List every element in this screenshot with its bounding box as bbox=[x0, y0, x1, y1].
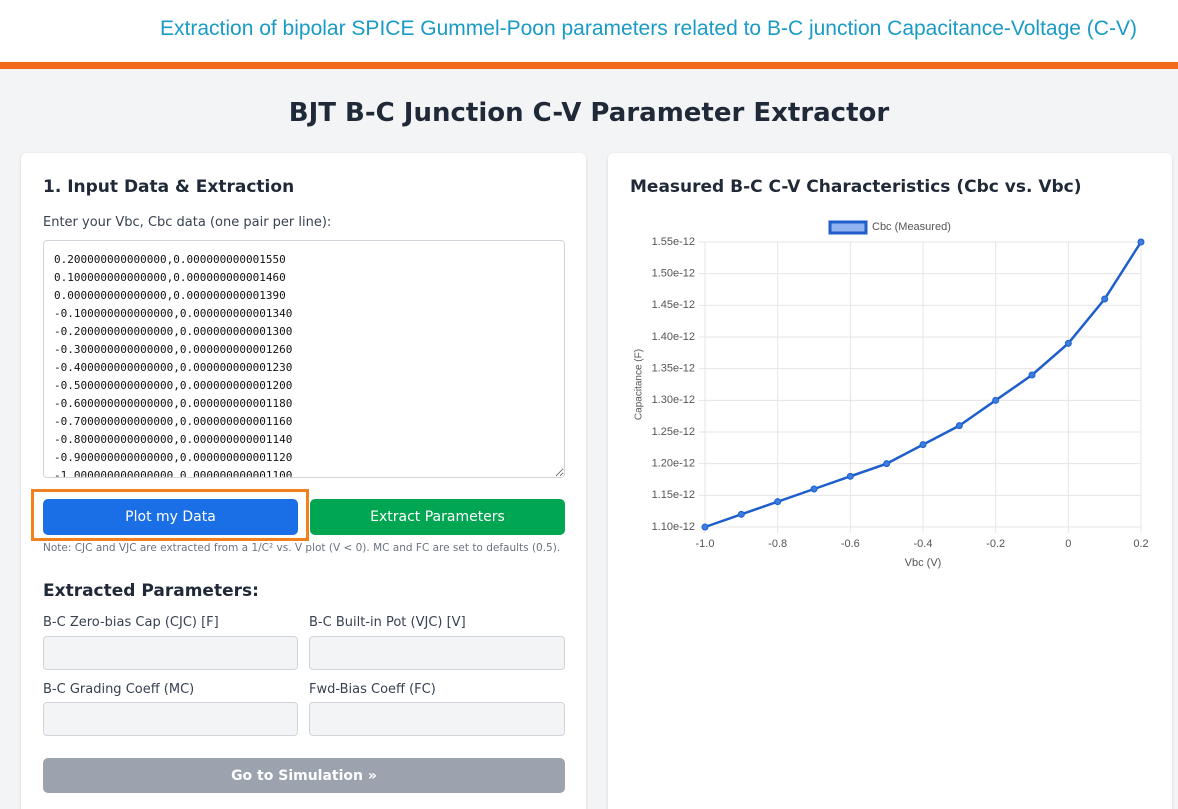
data-point bbox=[774, 498, 782, 506]
y-axis-label: Capacitance (F) bbox=[634, 349, 645, 420]
data-point bbox=[992, 396, 1000, 404]
legend-label: Cbc (Measured) bbox=[872, 221, 951, 233]
x-tick-label: 0 bbox=[1065, 538, 1071, 550]
plot-button[interactable]: Plot my Data bbox=[43, 499, 298, 535]
chart: 1.10e-12 1.15e-12 1.20e-12 1.25e-12 1.30e-12… bbox=[634, 220, 1149, 569]
y-tick-label: 1.50e-12 bbox=[652, 268, 695, 280]
app-title: BJT B-C Junction C-V Parameter Extractor bbox=[288, 98, 890, 128]
x-tick-label: -0.6 bbox=[841, 538, 860, 550]
field-label: B-C Built-in Pot (VJC) [V] bbox=[309, 615, 466, 630]
input-card: 1. Input Data & Extraction Enter your Vb… bbox=[21, 153, 586, 809]
data-point bbox=[810, 485, 818, 493]
x-tick-label: -0.8 bbox=[768, 538, 787, 550]
chart-card: Measured B-C C-V Characteristics (Cbc vs… bbox=[608, 153, 1172, 809]
data-point bbox=[1028, 371, 1036, 379]
x-axis-label: Vbc (V) bbox=[905, 557, 942, 569]
legend-swatch bbox=[828, 220, 868, 235]
site-title: Extraction of bipolar SPICE Gummel-Poon … bbox=[160, 17, 1137, 40]
data-point bbox=[1101, 295, 1109, 303]
simulate-button[interactable]: Go to Simulation » bbox=[43, 758, 565, 793]
data-point bbox=[846, 472, 854, 480]
x-tick-label: -1.0 bbox=[696, 538, 715, 550]
y-tick-label: 1.15e-12 bbox=[652, 489, 695, 501]
extracted-heading: Extracted Parameters: bbox=[43, 581, 259, 601]
data-point bbox=[1137, 238, 1145, 246]
cjc-input[interactable] bbox=[43, 636, 298, 670]
data-point bbox=[919, 441, 927, 449]
field-label: B-C Zero-bias Cap (CJC) [F] bbox=[43, 615, 219, 630]
y-tick-label: 1.40e-12 bbox=[652, 331, 695, 343]
data-point bbox=[1064, 339, 1072, 347]
field-label: Fwd-Bias Coeff (FC) bbox=[309, 682, 436, 697]
chart-title: Measured B-C C-V Characteristics (Cbc vs… bbox=[630, 177, 1082, 197]
fc-input[interactable] bbox=[309, 702, 565, 736]
y-tick-label: 1.35e-12 bbox=[652, 363, 695, 375]
x-tick-label: 0.2 bbox=[1133, 538, 1148, 550]
highlight-box bbox=[31, 489, 309, 541]
input-heading: 1. Input Data & Extraction bbox=[43, 177, 295, 197]
data-point bbox=[883, 460, 891, 468]
x-tick-label: -0.4 bbox=[914, 538, 933, 550]
data-point bbox=[955, 422, 963, 430]
x-tick-label: -0.2 bbox=[986, 538, 1005, 550]
y-tick-label: 1.25e-12 bbox=[652, 426, 695, 438]
y-tick-label: 1.10e-12 bbox=[652, 521, 695, 533]
vjc-input[interactable] bbox=[309, 636, 565, 670]
y-tick-label: 1.30e-12 bbox=[652, 394, 695, 406]
data-point bbox=[701, 523, 709, 531]
extract-button[interactable]: Extract Parameters bbox=[310, 499, 565, 535]
site-header: Extraction of bipolar SPICE Gummel-Poon … bbox=[0, 0, 1178, 69]
y-tick-label: 1.20e-12 bbox=[652, 458, 695, 470]
note: Note: CJC and VJC are extracted from a 1… bbox=[43, 542, 561, 554]
mc-input[interactable] bbox=[43, 702, 298, 736]
y-tick-label: 1.45e-12 bbox=[652, 299, 695, 311]
input-label: Enter your Vbc, Cbc data (one pair per l… bbox=[43, 215, 332, 230]
data-textarea[interactable]: 0.200000000000000,0.000000000001550 0.10… bbox=[43, 240, 565, 478]
field-label: B-C Grading Coeff (MC) bbox=[43, 682, 195, 697]
data-point bbox=[737, 510, 745, 518]
y-tick-label: 1.55e-12 bbox=[652, 236, 695, 248]
